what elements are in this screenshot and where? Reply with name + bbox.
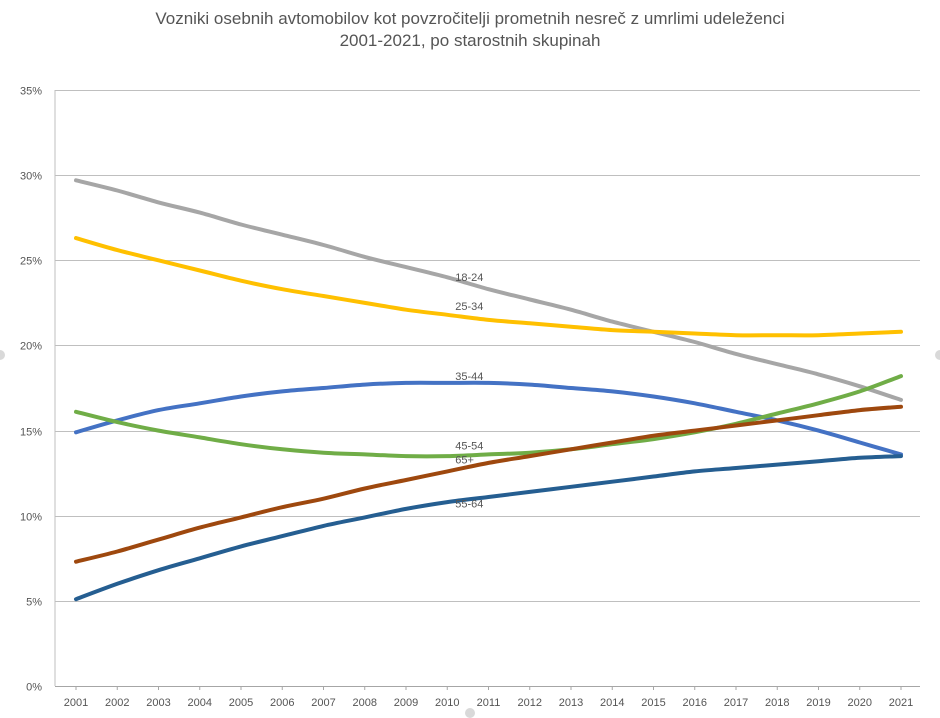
series-label-65+: 65+ [455,454,474,466]
x-tick-label: 2010 [435,697,459,709]
x-tick-label: 2012 [518,697,542,709]
x-tick-label: 2017 [724,697,748,709]
x-tick-label: 2019 [806,697,830,709]
y-tick-label: 20% [20,341,42,353]
chart-title: Vozniki osebnih avtomobilov kot povzroči… [0,8,940,52]
y-tick-label: 30% [20,171,42,183]
grid-lines [54,90,920,687]
series-line-25-34 [74,236,903,338]
chart-title-line-2: 2001-2021, po starostnih skupinah [339,31,601,50]
x-tick-label: 2001 [64,697,88,709]
series-label-55-64: 55-64 [455,499,483,511]
x-tick-label: 2015 [641,697,665,709]
x-tick-label: 2016 [683,697,707,709]
chart-title-line-1: Vozniki osebnih avtomobilov kot povzroči… [155,9,785,28]
x-tick-label: 2003 [146,697,170,709]
x-tick-label: 2014 [600,697,624,709]
y-axis-ticks: 0% 5% 10% 15% 20% 25% 30% 35% [20,86,42,694]
x-tick-label: 2008 [353,697,377,709]
y-tick-label: 25% [20,256,42,268]
series-label-25-34: 25-34 [455,301,483,313]
x-tick-label: 2005 [229,697,253,709]
resize-handle-bottom[interactable] [465,708,475,718]
resize-handle-left[interactable] [0,350,5,360]
series-lines [74,178,903,602]
x-tick-label: 2020 [848,697,872,709]
x-tick-label: 2013 [559,697,583,709]
resize-handle-right[interactable] [935,350,940,360]
y-tick-label: 0% [26,682,42,694]
y-tick-label: 35% [20,86,42,98]
series-line-45-54 [74,374,903,459]
series-line-18-24 [74,178,903,402]
x-tick-label: 2006 [270,697,294,709]
y-tick-label: 5% [26,597,42,609]
series-line-65+ [74,404,903,564]
x-axis-ticks: 2001 2002 2003 2004 2005 2006 2007 2008 2009 2010… [64,686,913,709]
y-tick-label: 15% [20,427,42,439]
x-tick-label: 2007 [311,697,335,709]
y-tick-label: 10% [20,512,42,524]
series-line-55-64 [74,454,903,602]
series-label-18-24: 18-24 [455,272,483,284]
x-tick-label: 2004 [188,697,212,709]
x-tick-label: 2002 [105,697,129,709]
series-label-45-54: 45-54 [455,441,483,453]
x-tick-label: 2011 [477,697,501,709]
x-tick-label: 2018 [765,697,789,709]
series-label-35-44: 35-44 [455,371,483,383]
x-tick-label: 2009 [394,697,418,709]
x-tick-label: 2021 [889,697,913,709]
